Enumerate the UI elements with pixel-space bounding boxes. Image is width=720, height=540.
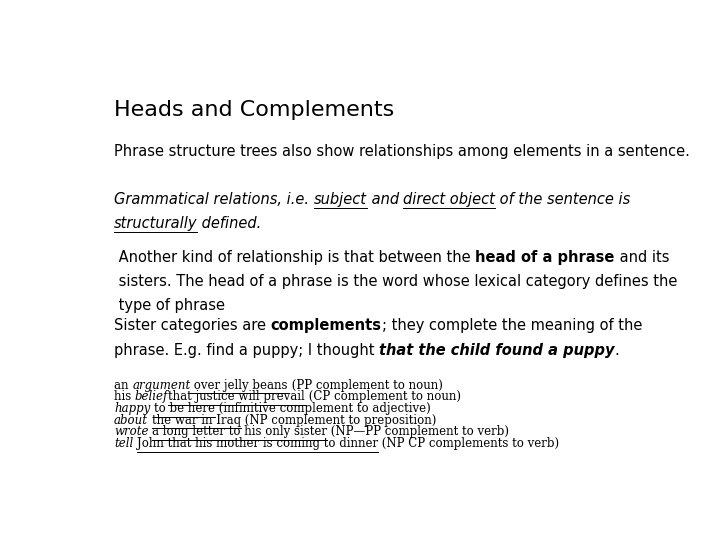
- Text: Heads and Complements: Heads and Complements: [114, 100, 395, 120]
- Text: direct object: direct object: [403, 192, 495, 207]
- Text: head of a phrase: head of a phrase: [475, 250, 615, 265]
- Text: subject: subject: [314, 192, 366, 207]
- Text: argument: argument: [132, 379, 191, 392]
- Text: Phrase structure trees also show relationships among elements in a sentence.: Phrase structure trees also show relatio…: [114, 144, 690, 159]
- Text: tell: tell: [114, 437, 133, 450]
- Text: defined.: defined.: [197, 216, 262, 231]
- Text: Another kind of relationship is that between the: Another kind of relationship is that bet…: [114, 250, 475, 265]
- Text: a long letter to his only sister: a long letter to his only sister: [152, 426, 328, 438]
- Text: an: an: [114, 379, 132, 392]
- Text: to be here: to be here: [154, 402, 215, 415]
- Text: Grammatical relations, i.e.: Grammatical relations, i.e.: [114, 192, 314, 207]
- Text: .: .: [615, 342, 619, 357]
- Text: (infinitive complement to adjective): (infinitive complement to adjective): [215, 402, 431, 415]
- Text: (NP complement to preposition): (NP complement to preposition): [241, 414, 436, 427]
- Text: (PP complement to noun): (PP complement to noun): [288, 379, 443, 392]
- Text: of the sentence is: of the sentence is: [495, 192, 631, 207]
- Text: the war in Iraq: the war in Iraq: [152, 414, 241, 427]
- Text: and: and: [366, 192, 403, 207]
- Text: John that his mother is coming to dinner: John that his mother is coming to dinner: [137, 437, 378, 450]
- Text: (CP complement to noun): (CP complement to noun): [305, 390, 461, 403]
- Text: belief: belief: [135, 390, 168, 403]
- Text: over jelly beans: over jelly beans: [191, 379, 288, 392]
- Text: structurally: structurally: [114, 216, 197, 231]
- Text: sisters. The head of a phrase is the word whose lexical category defines the: sisters. The head of a phrase is the wor…: [114, 274, 678, 289]
- Text: about: about: [114, 414, 148, 427]
- Text: type of phrase: type of phrase: [114, 298, 225, 313]
- Text: and its: and its: [615, 250, 669, 265]
- Text: that the child found a puppy: that the child found a puppy: [379, 342, 615, 357]
- Text: happy: happy: [114, 402, 150, 415]
- Text: phrase. E.g. find a puppy; I thought: phrase. E.g. find a puppy; I thought: [114, 342, 379, 357]
- Text: (NP CP complements to verb): (NP CP complements to verb): [378, 437, 559, 450]
- Text: his: his: [114, 390, 135, 403]
- Text: that justice will prevail: that justice will prevail: [168, 390, 305, 403]
- Text: wrote: wrote: [114, 426, 148, 438]
- Text: (NP—PP complement to verb): (NP—PP complement to verb): [328, 426, 509, 438]
- Text: complements: complements: [271, 319, 382, 333]
- Text: Sister categories are: Sister categories are: [114, 319, 271, 333]
- Text: ; they complete the meaning of the: ; they complete the meaning of the: [382, 319, 642, 333]
